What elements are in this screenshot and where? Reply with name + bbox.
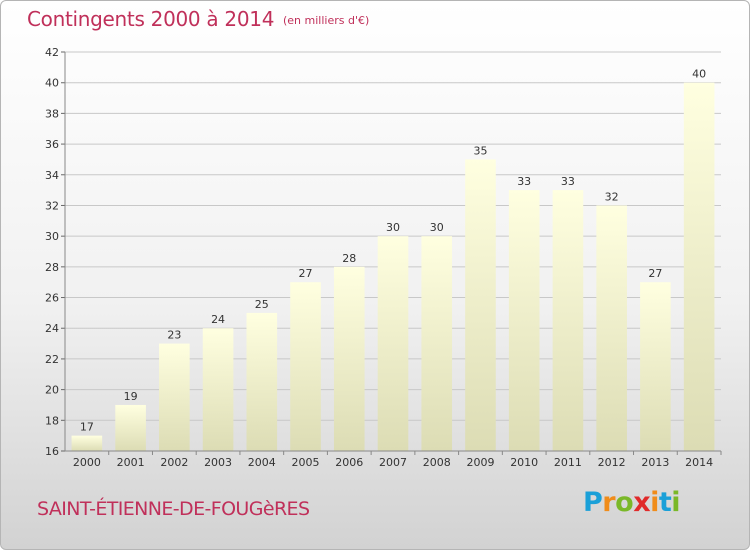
bar-value-label: 28 (342, 252, 356, 265)
y-tick-label: 20 (45, 384, 59, 397)
bar-value-label: 33 (517, 175, 531, 188)
logo-letter: i (671, 487, 681, 518)
bar-value-label: 30 (430, 221, 444, 234)
y-tick-label: 24 (45, 322, 59, 335)
logo-letter: x (633, 487, 651, 518)
x-tick-label: 2006 (335, 456, 363, 469)
y-tick-label: 32 (45, 199, 59, 212)
bar-value-label: 23 (167, 329, 181, 342)
bar-value-label: 19 (124, 390, 138, 403)
y-tick-label: 18 (45, 414, 59, 427)
bar-value-label: 27 (648, 267, 662, 280)
y-tick-label: 28 (45, 261, 59, 274)
y-tick-label: 16 (45, 445, 59, 458)
logo-letter: i (650, 487, 659, 518)
bar (290, 282, 321, 451)
bar (246, 312, 278, 451)
logo-letter: P (583, 487, 603, 518)
bar (465, 159, 496, 451)
x-tick-label: 2004 (248, 456, 276, 469)
x-tick-label: 2010 (510, 456, 538, 469)
bar-value-label: 40 (692, 68, 706, 81)
bar (683, 82, 715, 451)
logo-letter: t (658, 487, 672, 518)
bar-value-label: 30 (386, 221, 400, 234)
bar (508, 190, 540, 451)
logo-letter: r (602, 487, 616, 518)
x-tick-label: 2009 (466, 456, 494, 469)
commune-name: SAINT-ÉTIENNE-DE-FOUGèRES (37, 498, 310, 520)
x-tick-label: 2001 (117, 456, 145, 469)
bar (596, 205, 627, 451)
bar (552, 190, 584, 451)
bar (640, 282, 671, 451)
x-tick-label: 2005 (292, 456, 320, 469)
y-tick-label: 36 (45, 138, 59, 151)
bar-value-label: 27 (299, 267, 313, 280)
bar-value-label: 25 (255, 298, 269, 311)
x-tick-label: 2008 (423, 456, 451, 469)
x-tick-label: 2012 (598, 456, 626, 469)
bar (421, 236, 453, 451)
bar (115, 404, 146, 451)
proxiti-logo: Proxiti (583, 487, 681, 518)
y-tick-label: 38 (45, 107, 59, 120)
y-tick-label: 34 (45, 169, 59, 182)
bar (159, 343, 190, 451)
bar-value-label: 35 (473, 144, 487, 157)
bar-value-label: 33 (561, 175, 575, 188)
bar-value-label: 32 (605, 190, 619, 203)
bar-value-label: 24 (211, 313, 225, 326)
y-tick-label: 40 (45, 77, 59, 90)
x-tick-label: 2000 (73, 456, 101, 469)
x-tick-label: 2003 (204, 456, 232, 469)
bar-value-label: 17 (80, 421, 94, 434)
chart-subtitle: (en milliers d'€) (283, 14, 370, 27)
x-tick-label: 2013 (641, 456, 669, 469)
y-tick-label: 30 (45, 230, 59, 243)
bar (202, 328, 234, 451)
x-tick-label: 2002 (160, 456, 188, 469)
x-tick-label: 2014 (685, 456, 713, 469)
x-tick-label: 2011 (554, 456, 582, 469)
y-tick-label: 26 (45, 292, 59, 305)
x-tick-label: 2007 (379, 456, 407, 469)
chart-title: Contingents 2000 à 2014 (27, 7, 275, 31)
logo-letter: o (615, 487, 634, 518)
y-tick-label: 42 (45, 46, 59, 59)
y-tick-label: 22 (45, 353, 59, 366)
bar (377, 236, 409, 451)
bar (333, 266, 365, 451)
bar (71, 435, 103, 451)
